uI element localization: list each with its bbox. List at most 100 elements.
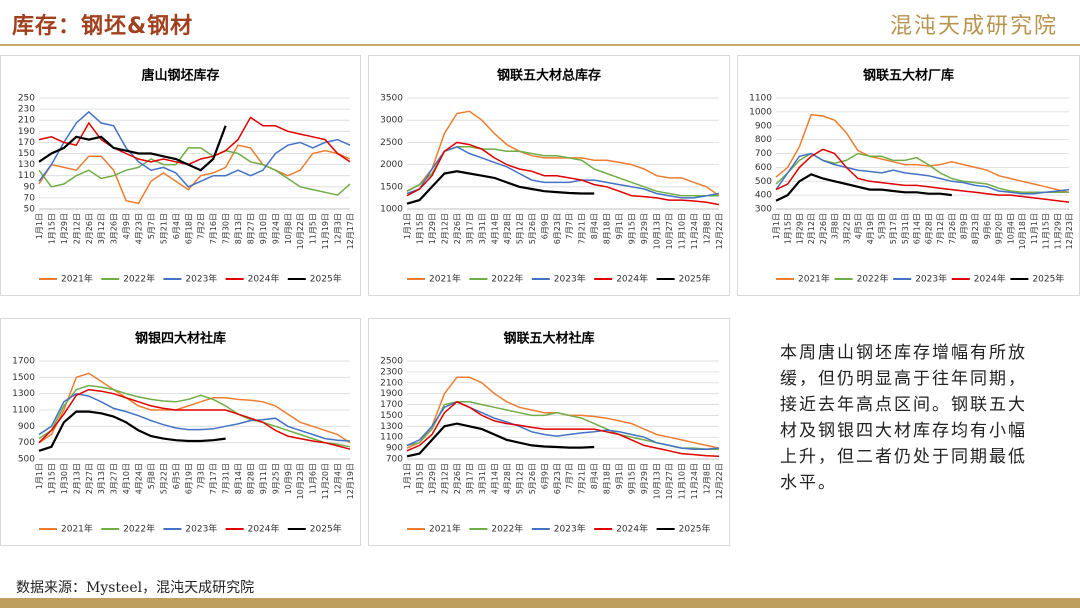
series-line — [775, 148, 1070, 203]
y-tick-label: 800 — [755, 135, 772, 145]
y-tick-label: 130 — [18, 160, 35, 170]
x-tick-label: 4月28日 — [503, 463, 512, 494]
x-tick-label: 7月7日 — [565, 463, 574, 489]
series-line — [38, 410, 226, 452]
x-tick-label: 4月10日 — [122, 463, 131, 494]
x-tick-label: 1月1日 — [35, 213, 44, 239]
y-tick-label: 1700 — [380, 400, 403, 410]
y-tick-label: 3000 — [380, 116, 403, 126]
legend-label: 2023年 — [185, 523, 217, 535]
chart-title: 钢联五大材总库存 — [497, 68, 601, 84]
x-tick-label: 6月23日 — [553, 463, 562, 494]
x-tick-label: 2月27日 — [85, 463, 94, 494]
legend-label: 2024年 — [974, 273, 1006, 285]
series-line — [406, 146, 719, 197]
series-line — [406, 141, 720, 206]
chart-title: 钢联五大材厂库 — [863, 68, 954, 84]
x-tick-label: 3月26日 — [110, 213, 119, 244]
legend-label: 2025年 — [679, 523, 711, 535]
legend-label: 2022年 — [491, 523, 523, 535]
commentary: 本周唐山钢坯库存增幅有所放缓，但仍明显高于往年同期，接近去年高点区间。钢联五大材… — [780, 343, 1027, 493]
x-tick-label: 3月22日 — [842, 213, 851, 244]
x-tick-label: 9月6日 — [983, 213, 992, 239]
y-tick-label: 190 — [18, 127, 35, 137]
y-tick-label: 300 — [755, 205, 772, 215]
x-tick-label: 4月28日 — [503, 213, 512, 244]
x-tick-label: 10月4日 — [1006, 213, 1015, 244]
legend-label: 2025年 — [679, 273, 711, 285]
x-tick-label: 9月29日 — [640, 213, 649, 244]
y-tick-label: 2000 — [380, 160, 403, 170]
legend-label: 2024年 — [248, 523, 280, 535]
x-tick-label: 8月28日 — [246, 463, 255, 494]
x-tick-label: 8月18日 — [603, 213, 612, 244]
x-tick-label: 9月15日 — [628, 463, 637, 494]
header-line — [0, 44, 1080, 46]
y-tick-label: 170 — [18, 138, 35, 148]
x-tick-label: 4月24日 — [135, 463, 144, 494]
x-tick-label: 7月2日 — [197, 213, 206, 239]
x-tick-label: 3月12日 — [97, 213, 106, 244]
x-tick-label: 5月7日 — [147, 213, 156, 239]
y-tick-label: 3500 — [380, 94, 403, 104]
chart-title: 钢银四大材社库 — [135, 331, 226, 347]
y-tick-label: 700 — [386, 455, 403, 465]
x-tick-label: 8月18日 — [603, 463, 612, 494]
footer-bar — [0, 598, 1080, 608]
x-tick-label: 3月17日 — [465, 213, 474, 244]
x-tick-label: 1月1日 — [403, 213, 412, 239]
x-tick-label: 12月23日 — [1065, 213, 1074, 249]
x-tick-label: 5月22日 — [159, 463, 168, 494]
x-tick-label: 8月14日 — [234, 463, 243, 494]
x-tick-label: 6月18日 — [184, 213, 193, 244]
legend-label: 2024年 — [616, 273, 648, 285]
x-tick-label: 10月8日 — [284, 213, 293, 244]
y-tick-label: 500 — [755, 177, 772, 187]
x-tick-label: 10月27日 — [665, 213, 674, 249]
logo: 混沌天成研究院 — [889, 14, 1058, 39]
x-tick-label: 7月26日 — [948, 213, 957, 244]
x-tick-label: 10月22日 — [296, 213, 305, 249]
y-tick-label: 1700 — [12, 357, 35, 367]
x-tick-label: 4月5日 — [854, 213, 863, 239]
x-tick-label: 9月24日 — [271, 213, 280, 244]
x-tick-label: 8月9日 — [960, 213, 969, 239]
x-tick-label: 1月15日 — [415, 463, 424, 494]
series-line — [38, 384, 351, 448]
chart: 钢联五大材总库存 1000 1500 2000 2500 3000 3500 1月1日 1月15… — [380, 68, 724, 285]
x-tick-label: 2月12日 — [440, 463, 449, 494]
x-tick-label: 12月22日 — [715, 463, 724, 499]
x-tick-label: 2月26日 — [453, 213, 462, 244]
series-line — [406, 110, 720, 197]
x-tick-label: 5月12日 — [515, 213, 524, 244]
x-tick-label: 12月3日 — [334, 213, 343, 244]
x-tick-label: 9月1日 — [615, 213, 624, 239]
x-tick-label: 3月13日 — [97, 463, 106, 494]
legend-label: 2021年 — [61, 523, 93, 535]
x-tick-label: 6月28日 — [924, 213, 933, 244]
source: 数据来源：Mysteel，混沌天成研究院 — [16, 580, 255, 596]
x-tick-label: 6月19日 — [184, 463, 193, 494]
series-line — [38, 110, 351, 188]
legend-label: 2022年 — [491, 273, 523, 285]
x-tick-label: 8月4日 — [590, 213, 599, 239]
x-tick-label: 1月1日 — [772, 213, 781, 239]
legend-label: 2021年 — [798, 273, 830, 285]
x-tick-label: 2月12日 — [72, 213, 81, 244]
x-tick-label: 1月15日 — [47, 213, 56, 244]
x-tick-label: 11月24日 — [690, 463, 699, 499]
x-tick-label: 12月8日 — [703, 463, 712, 494]
x-tick-label: 4月14日 — [490, 463, 499, 494]
x-tick-label: 10月23日 — [296, 463, 305, 499]
x-tick-label: 5月3日 — [877, 213, 886, 239]
chart-title: 钢联五大材社库 — [503, 331, 594, 347]
legend-label: 2022年 — [123, 523, 155, 535]
y-tick-label: 900 — [755, 121, 772, 131]
x-tick-label: 1月29日 — [60, 213, 69, 244]
x-tick-label: 9月10日 — [259, 213, 268, 244]
series-line — [775, 173, 952, 202]
legend-label: 2021年 — [429, 523, 461, 535]
x-tick-label: 5月21日 — [159, 213, 168, 244]
series-line — [38, 125, 227, 172]
series-line — [38, 144, 351, 205]
